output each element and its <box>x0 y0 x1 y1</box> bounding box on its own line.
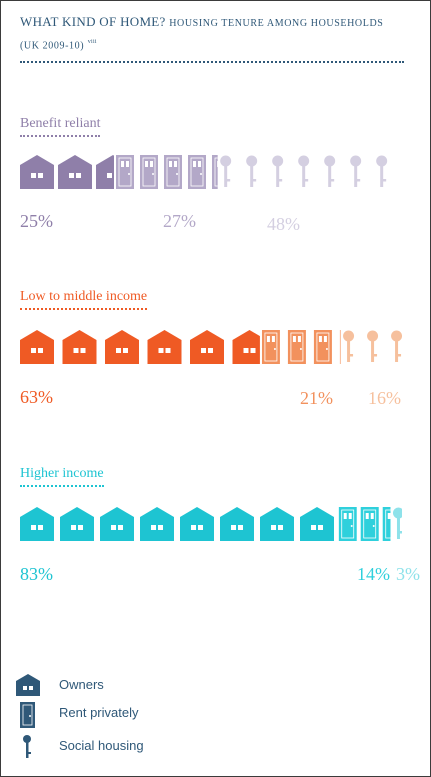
door-icon <box>261 330 280 364</box>
pct-lowmid-social: 16% <box>368 388 401 408</box>
house-icon <box>140 507 174 541</box>
icon-row-higher <box>20 507 403 541</box>
legend-item-social: Social housing <box>15 734 215 762</box>
door-icon <box>382 507 391 541</box>
pct-higher-owners: 83% <box>20 564 53 584</box>
door-icon <box>116 155 134 189</box>
segment-higher-1 <box>338 507 391 541</box>
door-icon <box>338 507 357 541</box>
door-icon <box>339 330 341 364</box>
pct-benefit-social: 48% <box>267 214 300 234</box>
segment-higher-0 <box>20 507 334 541</box>
house-icon <box>16 674 40 696</box>
door-icon <box>287 330 306 364</box>
pct-higher-social: 3% <box>396 564 420 584</box>
chart-title: What kind of home? Housing tenure among … <box>20 12 420 55</box>
title-divider <box>20 61 404 63</box>
pct-higher-rent: 14% <box>357 564 390 584</box>
house-icon <box>20 507 54 541</box>
key-icon <box>392 507 403 539</box>
door-icon <box>212 155 218 189</box>
segment-higher-2 <box>392 507 403 539</box>
house-icon <box>62 330 97 364</box>
house-icon <box>60 507 94 541</box>
pct-lowmid-rent: 21% <box>300 388 333 408</box>
legend-label-rent: Rent privately <box>59 705 139 720</box>
house-icon <box>180 507 214 541</box>
house-icon <box>20 330 54 364</box>
key-icon <box>220 155 232 187</box>
key-icon <box>350 155 362 187</box>
door-icon <box>140 155 158 189</box>
house-icon <box>232 330 260 364</box>
group-label-lowmid: Low to middle income <box>20 288 148 310</box>
house-icon <box>20 155 54 189</box>
door-icon <box>188 155 206 189</box>
title-sub: Housing tenure among households <box>169 18 384 29</box>
key-icon <box>246 155 258 187</box>
footnote-mark: viii <box>87 39 97 45</box>
key-icon <box>376 155 388 187</box>
segment-lowmid-2 <box>343 330 402 362</box>
icon-row-benefit <box>20 155 413 189</box>
key-icon <box>23 735 31 758</box>
pct-lowmid-owners: 63% <box>20 387 53 407</box>
door-icon <box>20 702 35 728</box>
house-icon <box>190 330 224 364</box>
segment-benefit-0 <box>20 155 114 189</box>
house-icon <box>260 507 294 541</box>
door-icon <box>360 507 379 541</box>
title-main: What kind of home? <box>20 14 166 29</box>
house-icon <box>58 155 92 189</box>
title-line2: (UK 2009-10) <box>20 40 85 52</box>
house-icon <box>96 155 114 189</box>
icon-row-lowmid <box>20 330 402 364</box>
key-icon <box>298 155 310 187</box>
segment-lowmid-0 <box>20 330 260 364</box>
house-icon <box>105 330 139 364</box>
group-label-benefit: Benefit reliant <box>20 115 101 137</box>
pct-benefit-rent: 27% <box>163 211 196 231</box>
pct-benefit-owners: 25% <box>20 211 53 231</box>
door-icon <box>164 155 182 189</box>
key-icon <box>324 155 336 187</box>
legend-item-owners: Owners <box>15 673 215 701</box>
segment-benefit-1 <box>116 155 218 189</box>
key-icon <box>367 330 379 362</box>
legend-label-social: Social housing <box>59 738 144 753</box>
house-icon <box>300 507 334 541</box>
group-label-higher: Higher income <box>20 465 104 487</box>
key-icon <box>402 156 413 188</box>
legend-label-owners: Owners <box>59 677 104 692</box>
house-icon <box>220 507 254 541</box>
legend-item-rent: Rent privately <box>15 701 215 729</box>
door-icon <box>313 330 332 364</box>
key-icon <box>272 155 284 187</box>
key-icon <box>391 330 402 362</box>
segment-lowmid-1 <box>261 330 341 364</box>
house-icon <box>100 507 134 541</box>
segment-benefit-2 <box>220 155 413 188</box>
house-icon <box>147 330 182 364</box>
key-icon <box>343 330 355 362</box>
